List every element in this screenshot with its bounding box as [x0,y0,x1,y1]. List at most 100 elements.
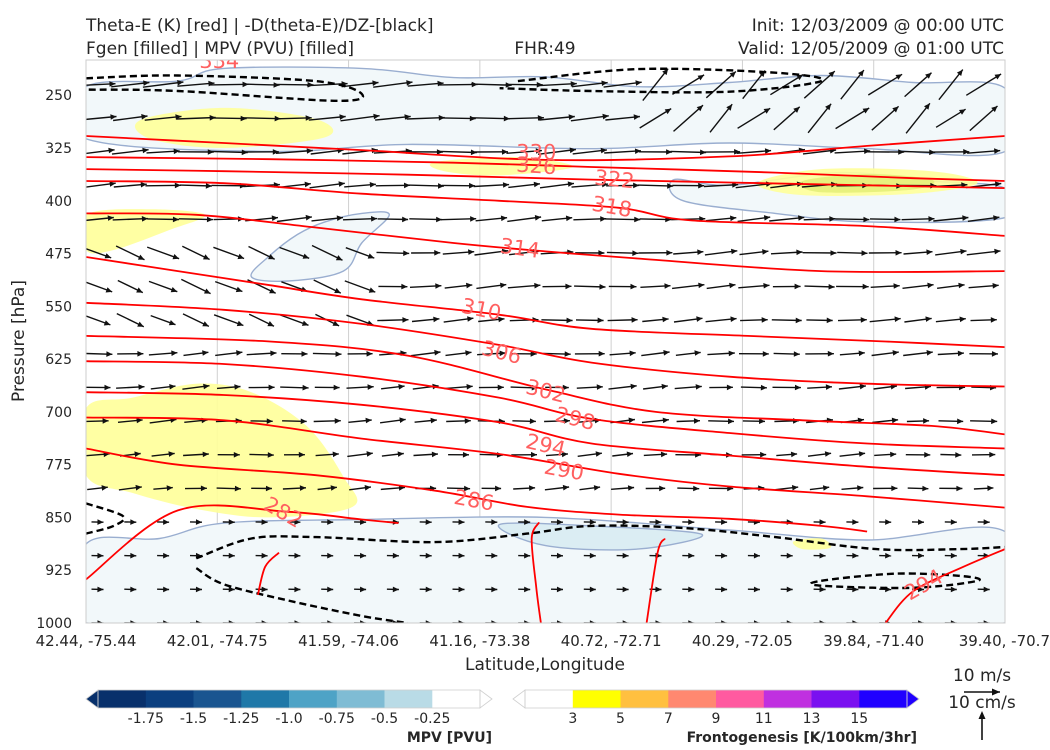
wind-vector-head [237,253,245,260]
wind-vector-head [302,384,309,391]
wind-vector-head [852,620,859,623]
wind-vector-head [399,417,406,423]
colorbar-swatch [525,690,574,708]
wind-vector-head [202,451,209,458]
wind-vector-head [987,485,994,491]
wind-vector-head [269,288,276,294]
wind-vector [737,107,771,129]
colorbar-extend-left [512,689,526,709]
wind-vector-head [141,114,148,120]
y-tick-label: 625 [45,352,72,368]
wind-vector [208,83,249,86]
wind-vector-head [327,620,333,623]
wind-reference-vertical-arrowhead [978,711,986,719]
theta-e-label: 322 [593,165,635,193]
mpv-colorbar-label: MPV [PVU] [407,730,492,746]
wind-vector-head [663,350,670,356]
wind-vector-head [425,552,432,559]
wind-vector-head [97,519,104,525]
wind-vector-head [137,321,144,327]
theta-e-contour-318 [86,180,1005,237]
wind-vector-head [983,519,990,525]
theta-e-label: 314 [498,234,541,263]
wind-vector-head [731,248,738,255]
wind-vector-head [753,586,760,593]
wind-vector-head [793,106,800,113]
wind-vector-head [228,519,235,525]
wind-vector-head [305,115,312,121]
wind-vector-head [372,80,379,86]
wind-vector-head [891,417,899,424]
wind-vector-head [392,586,399,593]
wind-vector-head [333,384,340,391]
wind-vector-head [327,519,334,525]
wind-vector-head [137,351,144,357]
wind-vector-head [956,69,963,76]
wind-vector-head [793,351,800,357]
wind-vector [603,81,642,88]
wind-vector-head [163,586,170,593]
wind-vector-head [857,485,864,491]
wind-vector-head [495,485,502,492]
wind-vector-head [524,552,531,559]
init-time: Init: 12/03/2009 @ 00:00 UTC [752,16,1004,36]
wind-vector-head [852,519,859,525]
colorbar-extend-right [479,689,493,709]
wind-vector-head [556,519,563,525]
wind-vector-head [828,71,835,78]
colorbar-swatch [432,690,481,708]
colorbar-tick-label: 15 [850,711,868,727]
wind-vector-head [233,452,240,458]
wind-vector-head [950,620,957,623]
wind-vector-head [959,109,966,115]
wind-vector-head [786,586,793,593]
wind-vector-head [730,215,737,222]
wind-vector-head [564,351,571,357]
wind-vector-head [992,283,999,289]
wind-vector-head [761,317,768,323]
wind-vector [440,150,477,154]
x-tick-label: 40.29, -72.05 [692,632,793,650]
wind-vector-head [762,249,769,255]
wind-vector-head [130,620,137,623]
wind-vector [142,81,184,88]
wind-vector-head [730,316,737,322]
wind-vector-head [335,255,343,261]
wind-vector-head [267,452,274,458]
wind-vector-head [97,552,104,559]
wind-vector [938,69,964,101]
wind-vector-head [102,418,109,424]
wind-vector-head [993,215,1000,221]
wind-vector-head [501,149,508,155]
wind-vector-head [268,254,275,260]
wind-vector-head [596,384,603,390]
wind-vector-head [524,620,530,623]
wind-vector-head [437,80,444,87]
wind-vector-head [568,114,575,120]
theta-e-label: 330 [516,141,556,165]
wind-reference-horizontal-label: 10 m/s [953,666,1011,686]
colorbar-swatch [98,690,147,708]
wind-vector-head [336,215,343,221]
wind-vector-head [726,384,733,391]
neg-dthetae-dz-contour [86,74,365,103]
wind-vector-head [697,74,705,81]
wind-vector-head [962,215,969,221]
wind-vector-head [458,620,465,623]
wind-vector-head [360,620,366,623]
colorbar-extend-right [906,689,920,709]
theta-e-contours [86,135,1005,623]
colorbar-swatch [763,690,813,708]
mpv-region [250,211,391,283]
wind-vector-head [829,216,836,222]
wind-vector [373,81,413,88]
wind-vector [705,70,737,99]
theta-e-contour-306 [86,301,1005,388]
wind-vector [275,83,314,86]
wind-vector-head [764,148,772,154]
wind-vector-head [567,181,574,187]
wind-vector-head [698,282,705,289]
theta-e-label: 334 [199,49,239,73]
wind-vector [571,183,609,188]
wind-vector [308,115,346,121]
